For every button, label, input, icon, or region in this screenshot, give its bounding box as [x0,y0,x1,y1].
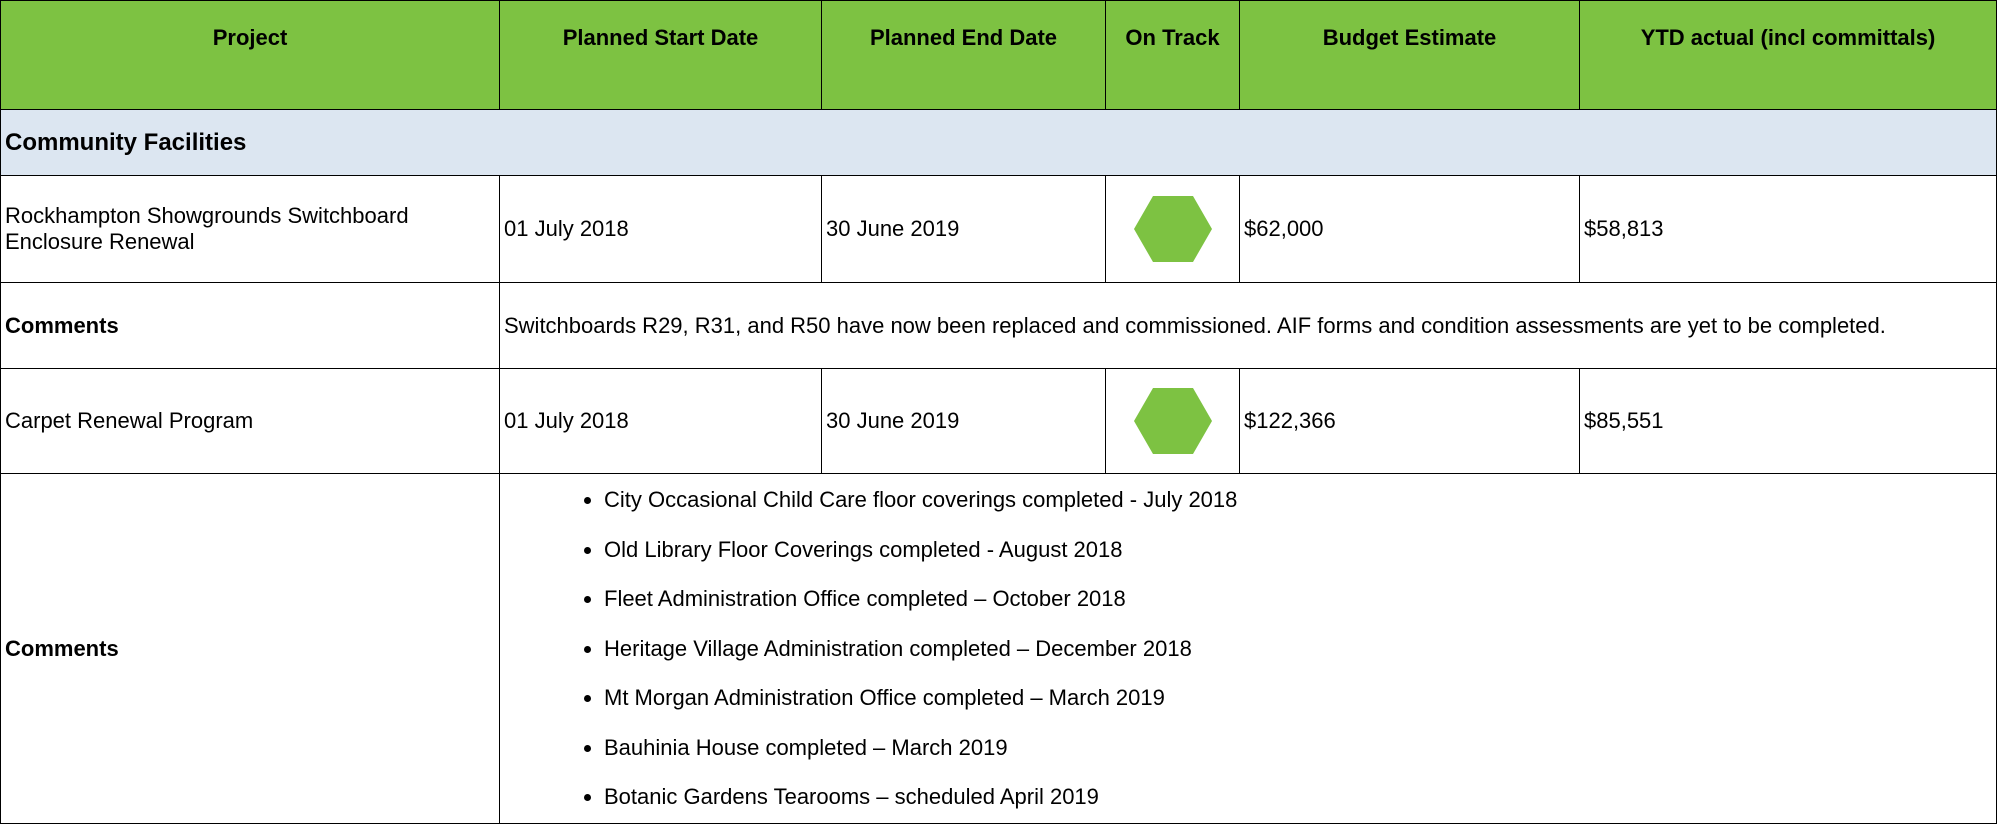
header-row: Project Planned Start Date Planned End Dat… [0,0,1997,110]
comment-item: Mt Morgan Administration Office complete… [604,673,1992,723]
comment-item: Old Library Floor Coverings completed - … [604,525,1992,575]
column-header: Planned Start Date [499,0,822,110]
start-date: 01 July 2018 [499,368,822,474]
column-header: Planned End Date [821,0,1106,110]
end-date: 30 June 2019 [821,368,1106,474]
status-hexagon [1133,196,1212,262]
comments-label: Comments [0,282,500,369]
comments: City Occasional Child Care floor coverin… [499,473,1997,824]
end-date: 30 June 2019 [821,175,1106,283]
section-row: Community Facilities [0,109,1997,176]
ytd: $58,813 [1579,175,1997,283]
status-hexagon [1133,388,1212,454]
budget: $62,000 [1239,175,1580,283]
comments-label: Comments [0,473,500,824]
comments-row: Comments City Occasional Child Care floor… [0,473,1997,824]
on-track [1105,368,1240,474]
section-title: Community Facilities [0,109,1997,176]
comment-list: City Occasional Child Care floor coverin… [504,475,1992,822]
column-header: YTD actual (incl committals) [1579,0,1997,110]
on-track [1105,175,1240,283]
project-row: Carpet Renewal Program 01 July 2018 30 Jun… [0,368,1997,474]
column-header: On Track [1105,0,1240,110]
comments-row: Comments Switchboards R29, R31, and R50 h… [0,282,1997,369]
comment-item: City Occasional Child Care floor coverin… [604,475,1992,525]
comment-item: Fleet Administration Office completed – … [604,574,1992,624]
project-name: Carpet Renewal Program [0,368,500,474]
project-row: Rockhampton Showgrounds Switchboard Encl… [0,175,1997,283]
column-header: Budget Estimate [1239,0,1580,110]
comment-item: Botanic Gardens Tearooms – scheduled Apr… [604,772,1992,822]
comment-item: Heritage Village Administration complete… [604,624,1992,674]
column-header: Project [0,0,500,110]
ytd: $85,551 [1579,368,1997,474]
comment-item: Bauhinia House completed – March 2019 [604,723,1992,773]
start-date: 01 July 2018 [499,175,822,283]
project-name: Rockhampton Showgrounds Switchboard Encl… [0,175,500,283]
comments: Switchboards R29, R31, and R50 have now … [499,282,1997,369]
budget: $122,366 [1239,368,1580,474]
